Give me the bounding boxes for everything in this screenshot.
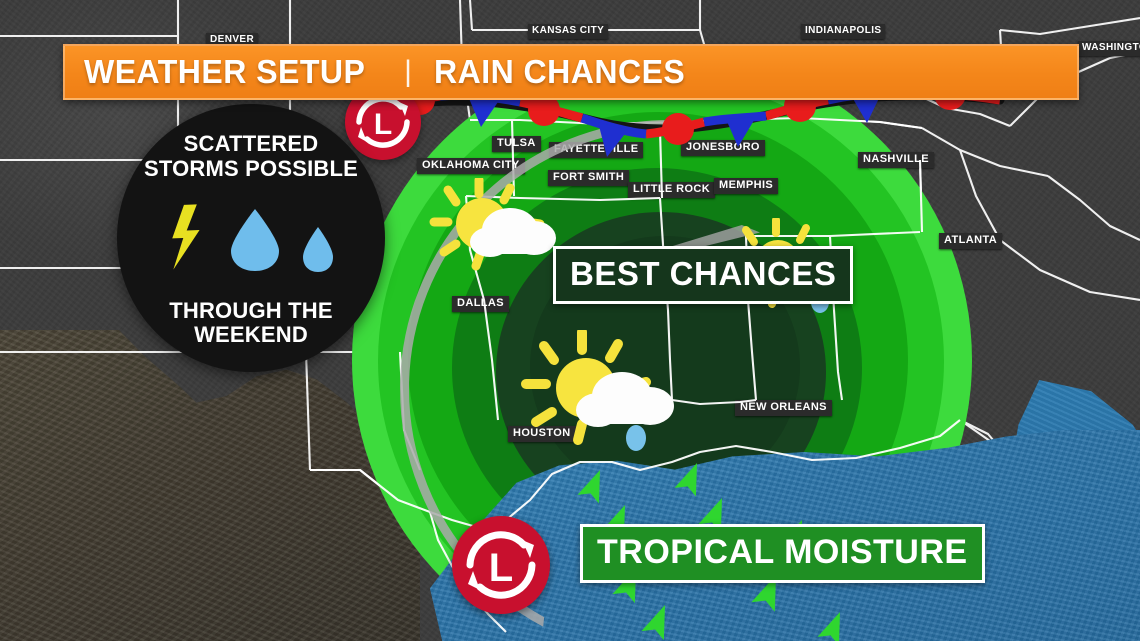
sun-behind-cloud-icon-gulf-coast [521,330,674,451]
callout-line-1: SCATTERED [183,131,319,156]
scattered-storms-callout: SCATTERED STORMS POSSIBLE THROUGH THE WE… [117,104,385,372]
city-label: ATLANTA [939,233,1003,249]
banner-separator: | [404,55,412,88]
city-label: KANSAS CITY [528,24,609,39]
callout-line-4: WEEKEND [194,322,308,348]
callout-line-2: STORMS POSSIBLE [143,155,359,181]
header-banner: WEATHER SETUP | RAIN CHANCES [63,44,1079,100]
raindrop-small-icon [303,227,333,272]
banner-title-right: RAIN CHANCES [433,53,686,90]
callout-bottom-text: THROUGH THE WEEKEND [117,297,385,348]
best-chances-badge: BEST CHANCES [553,246,854,304]
callout-icon-row [117,200,385,280]
lightning-bolt-icon [172,204,200,270]
raindrop-large-icon [231,209,279,271]
city-label: NEW ORLEANS [735,400,832,416]
banner-title-left: WEATHER SETUP [84,53,366,90]
city-label: OKLAHOMA CITY [417,158,525,174]
city-label: TULSA [492,136,541,152]
low-pressure-letter-gulf: L [489,546,513,590]
low-pressure-symbol-gulf: L [452,516,550,614]
tropical-moisture-badge: TROPICAL MOISTURE [580,524,985,583]
city-label: INDIANAPOLIS [801,24,886,39]
callout-top-text: SCATTERED STORMS POSSIBLE [143,131,359,181]
city-label: WASHINGTON [1078,41,1140,56]
low-pressure-letter-north: L [374,108,392,141]
city-label: NASHVILLE [858,152,934,168]
callout-line-3: THROUGH THE [169,297,333,323]
sun-behind-cloud-icon-oklahoma [429,178,556,271]
city-label: MEMPHIS [714,178,779,194]
